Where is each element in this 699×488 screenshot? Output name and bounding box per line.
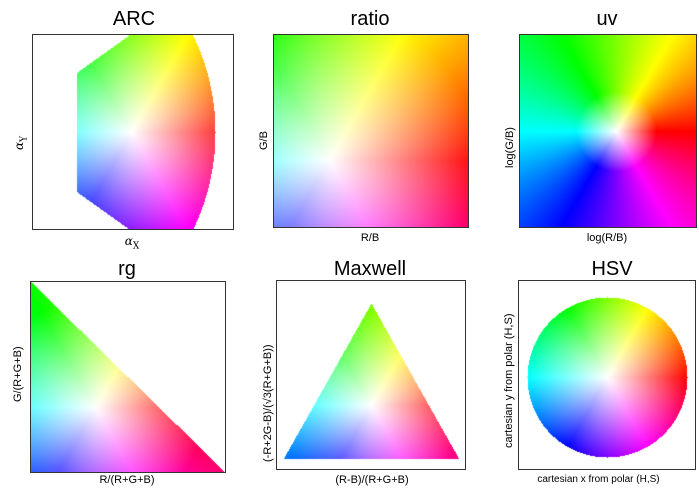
rg-ylabel: G/(R+G+B) <box>12 346 24 402</box>
maxwell-xlabel: (R-B)/(R+G+B) <box>335 474 409 486</box>
maxwell-title: Maxwell <box>333 258 407 280</box>
arc-title: ARC <box>112 8 156 30</box>
ratio-title: ratio <box>350 8 390 30</box>
arc-plot <box>32 34 234 230</box>
rg-plot <box>30 281 226 473</box>
maxwell-ylabel: (-R+2G-B)/(√3(R+G+B)) <box>262 344 274 462</box>
ratio-ylabel: G/B <box>258 131 270 150</box>
ratio-plot <box>273 34 469 228</box>
maxwell-plot <box>276 280 466 470</box>
rg-title: rg <box>118 258 136 280</box>
uv-plot <box>519 34 697 228</box>
rg-xlabel: R/(R+G+B) <box>99 474 155 486</box>
uv-title: uv <box>596 8 618 30</box>
hsv-plot <box>518 280 696 470</box>
hsv-title: HSV <box>591 258 633 280</box>
arc-ylabel: αY <box>12 135 30 150</box>
hsv-ylabel: cartesian y from polar (H,S) <box>503 313 515 448</box>
uv-ylabel: log(G/B) <box>504 127 516 168</box>
ratio-xlabel: R/B <box>360 232 380 244</box>
arc-xlabel: αX <box>124 234 140 252</box>
uv-xlabel: log(R/B) <box>586 232 628 244</box>
hsv-xlabel: cartesian x from polar (H,S) <box>537 474 660 485</box>
